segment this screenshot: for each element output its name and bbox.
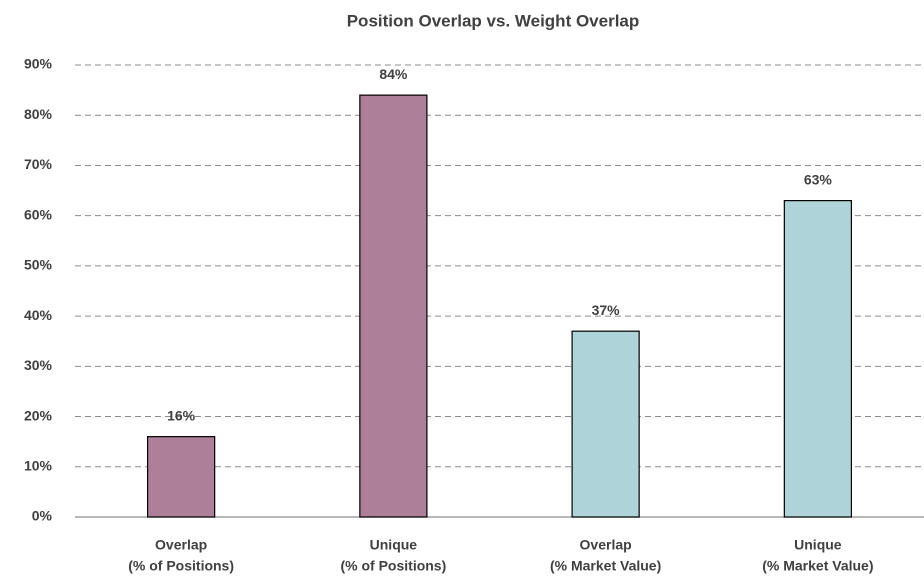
y-tick-label: 40% <box>24 307 53 323</box>
y-tick-label: 50% <box>24 257 53 273</box>
value-label: 37% <box>592 302 621 318</box>
x-tick-label: (% Market Value) <box>550 558 661 574</box>
y-tick-label: 80% <box>24 106 53 122</box>
x-tick-label: (% of Positions) <box>128 558 234 574</box>
bar <box>783 200 853 518</box>
value-label: 16% <box>167 407 196 423</box>
y-tick-label: 90% <box>24 56 53 72</box>
x-tick-label: (% of Positions) <box>340 558 446 574</box>
bar <box>359 94 428 518</box>
y-tick-label: 0% <box>32 508 53 524</box>
y-tick-label: 70% <box>24 156 53 172</box>
bar <box>146 436 216 518</box>
x-tick-label: Overlap <box>580 537 632 553</box>
chart-title: Position Overlap vs. Weight Overlap <box>347 11 640 30</box>
y-tick-label: 60% <box>24 206 53 222</box>
x-tick-label: Overlap <box>155 537 207 553</box>
y-tick-label: 30% <box>24 357 53 373</box>
y-tick-label: 10% <box>24 457 53 473</box>
bar <box>571 330 640 518</box>
value-label: 63% <box>804 171 833 187</box>
x-tick-label: (% Market Value) <box>762 558 873 574</box>
y-tick-label: 20% <box>24 407 53 423</box>
x-tick-label: Unique <box>794 537 842 553</box>
x-tick-label: Unique <box>370 537 418 553</box>
value-label: 84% <box>379 66 408 82</box>
